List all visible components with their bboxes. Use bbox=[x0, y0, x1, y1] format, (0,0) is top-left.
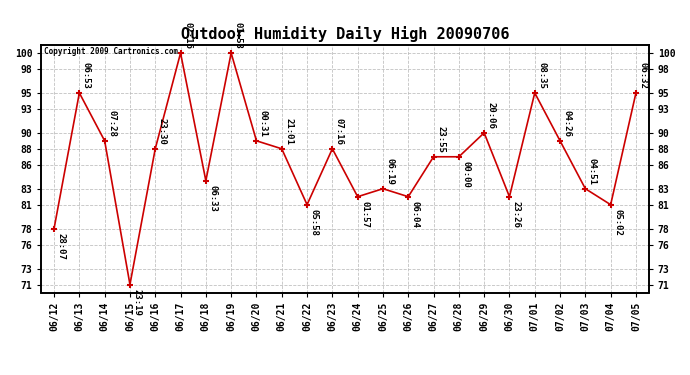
Text: 23:55: 23:55 bbox=[436, 126, 445, 153]
Text: 23:30: 23:30 bbox=[158, 118, 167, 145]
Text: 06:04: 06:04 bbox=[411, 201, 420, 228]
Text: 06:53: 06:53 bbox=[82, 62, 91, 89]
Title: Outdoor Humidity Daily High 20090706: Outdoor Humidity Daily High 20090706 bbox=[181, 27, 509, 42]
Text: 06:19: 06:19 bbox=[386, 158, 395, 185]
Text: Copyright 2009 Cartronics.com: Copyright 2009 Cartronics.com bbox=[44, 48, 179, 57]
Text: 02:16: 02:16 bbox=[183, 22, 192, 49]
Text: 08:35: 08:35 bbox=[538, 62, 546, 89]
Text: 06:32: 06:32 bbox=[638, 62, 647, 89]
Text: 21:01: 21:01 bbox=[284, 118, 293, 145]
Text: 07:28: 07:28 bbox=[107, 110, 116, 137]
Text: 04:26: 04:26 bbox=[562, 110, 571, 137]
Text: 01:57: 01:57 bbox=[360, 201, 369, 228]
Text: 05:58: 05:58 bbox=[310, 209, 319, 236]
Text: 01:53: 01:53 bbox=[234, 22, 243, 49]
Text: 23:19: 23:19 bbox=[132, 288, 141, 315]
Text: 20:06: 20:06 bbox=[486, 102, 495, 129]
Text: 05:02: 05:02 bbox=[613, 209, 622, 236]
Text: 00:00: 00:00 bbox=[462, 161, 471, 188]
Text: 00:31: 00:31 bbox=[259, 110, 268, 137]
Text: 07:16: 07:16 bbox=[335, 118, 344, 145]
Text: 04:51: 04:51 bbox=[588, 158, 597, 185]
Text: 23:26: 23:26 bbox=[512, 201, 521, 228]
Text: 06:33: 06:33 bbox=[208, 185, 217, 211]
Text: 28:07: 28:07 bbox=[57, 232, 66, 260]
